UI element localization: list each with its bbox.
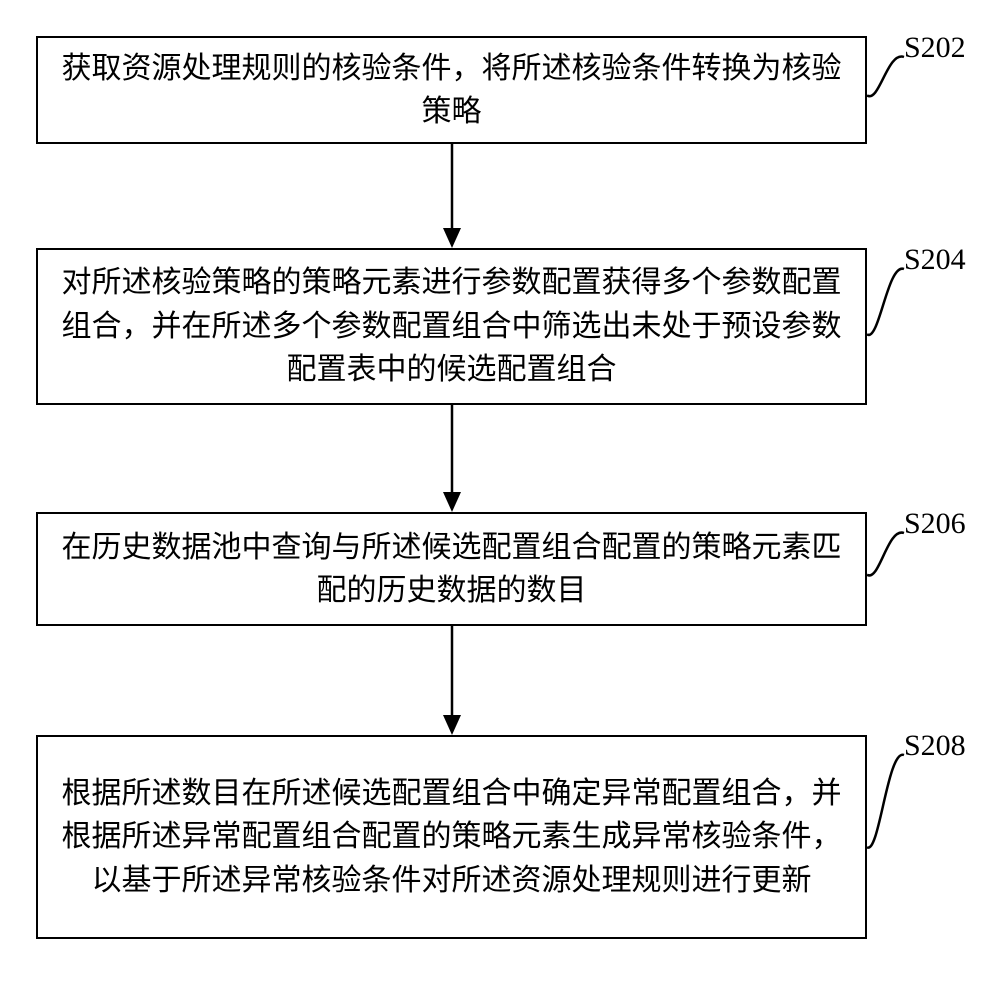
flowchart-node-1: 获取资源处理规则的核验条件，将所述核验条件转换为核验策略	[36, 36, 867, 144]
label-connector-s208	[867, 747, 908, 855]
node-text: 根据所述数目在所述候选配置组合中确定异常配置组合，并根据所述异常配置组合配置的策…	[56, 772, 847, 903]
flowchart-node-3: 在历史数据池中查询与所述候选配置组合配置的策略元素匹配的历史数据的数目	[36, 512, 867, 626]
node-text: 在历史数据池中查询与所述候选配置组合配置的策略元素匹配的历史数据的数目	[56, 526, 847, 613]
node-text: 对所述核验策略的策略元素进行参数配置获得多个参数配置组合，并在所述多个参数配置组…	[56, 261, 847, 392]
step-label-s204: S204	[904, 243, 966, 277]
node-text: 获取资源处理规则的核验条件，将所述核验条件转换为核验策略	[56, 47, 847, 134]
arrow-2	[432, 405, 472, 512]
flowchart-node-4: 根据所述数目在所述候选配置组合中确定异常配置组合，并根据所述异常配置组合配置的策…	[36, 735, 867, 939]
step-label-s208: S208	[904, 729, 966, 763]
label-connector-s202	[867, 49, 908, 103]
label-connector-s204	[867, 261, 908, 342]
arrow-3	[432, 626, 472, 735]
arrow-1	[432, 144, 472, 248]
flowchart-node-2: 对所述核验策略的策略元素进行参数配置获得多个参数配置组合，并在所述多个参数配置组…	[36, 248, 867, 405]
label-connector-s206	[867, 525, 908, 583]
step-label-s202: S202	[904, 31, 966, 65]
step-label-s206: S206	[904, 507, 966, 541]
